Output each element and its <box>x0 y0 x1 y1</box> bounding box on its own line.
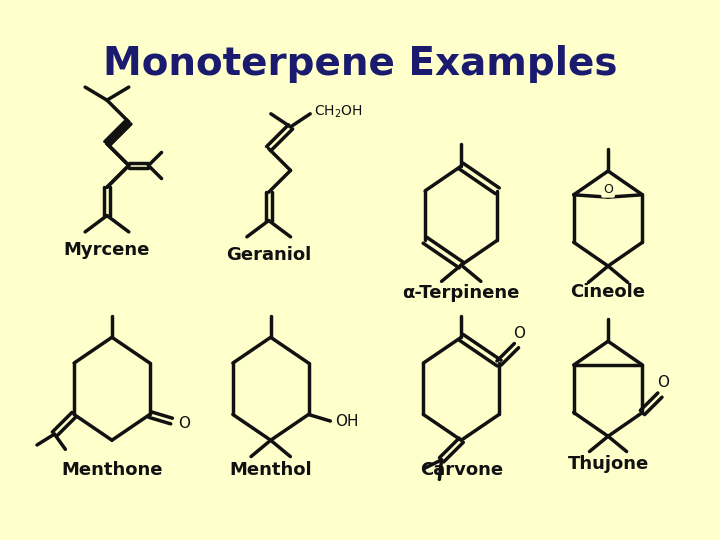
Text: Carvone: Carvone <box>420 461 503 479</box>
Text: Cineole: Cineole <box>570 283 646 301</box>
Text: CH$_2$OH: CH$_2$OH <box>314 104 363 120</box>
Text: OH: OH <box>336 414 359 429</box>
Text: Menthol: Menthol <box>230 461 312 479</box>
Text: O: O <box>513 326 526 341</box>
Text: O: O <box>179 415 191 430</box>
Text: O: O <box>603 183 613 195</box>
Text: Geraniol: Geraniol <box>226 246 311 265</box>
Text: O: O <box>657 375 669 390</box>
Text: α-Terpinene: α-Terpinene <box>402 284 520 302</box>
Text: Myrcene: Myrcene <box>64 241 150 259</box>
Text: Thujone: Thujone <box>567 455 649 473</box>
Text: Monoterpene Examples: Monoterpene Examples <box>103 45 617 83</box>
Text: Menthone: Menthone <box>61 461 163 479</box>
